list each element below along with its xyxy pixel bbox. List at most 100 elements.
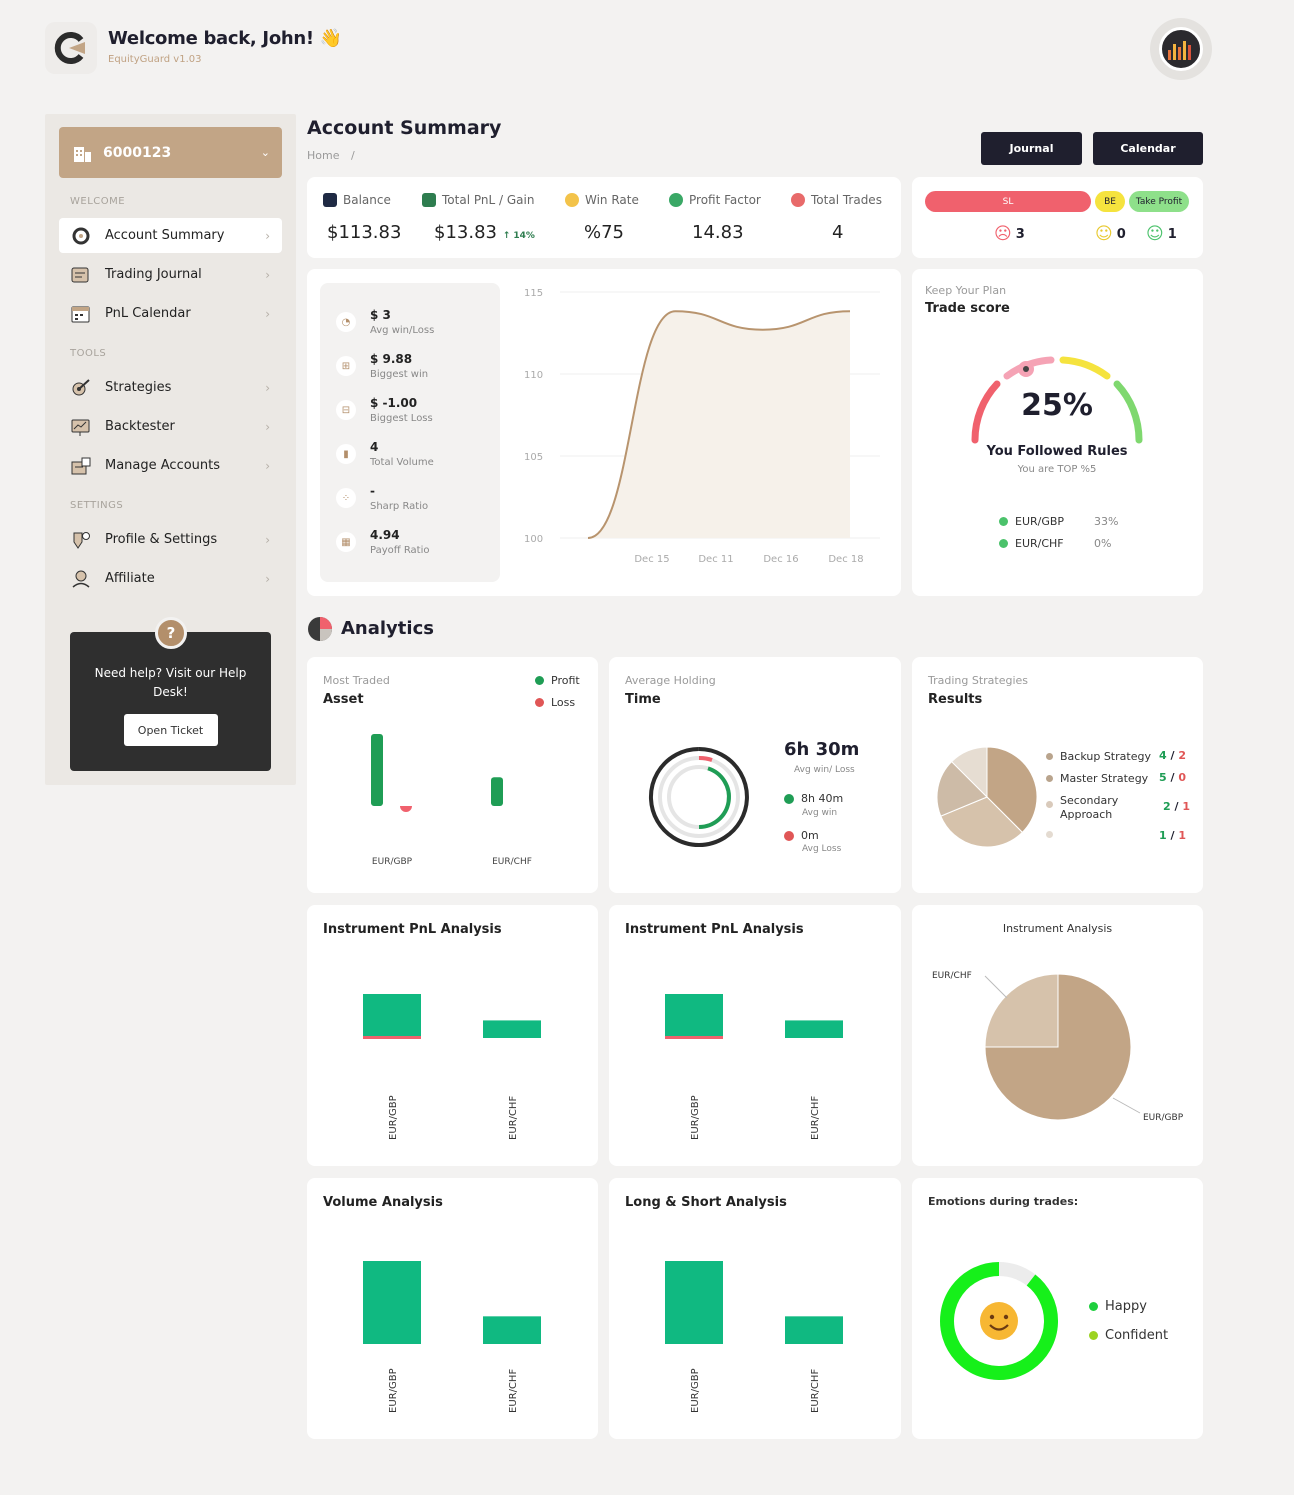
holding-loss-label: Avg Loss [802,844,842,854]
logo-icon [54,32,85,64]
account-summary-icon [69,224,93,248]
avatar[interactable] [1150,18,1212,80]
account-number: 6000123 [103,144,172,161]
loss-bar [400,806,412,812]
backtester-icon [69,415,93,439]
instrument-pnl-card-1 [307,905,598,1166]
most-traded-card [307,657,598,893]
y-tick-label: 115 [524,288,543,299]
volume-bar [363,1261,421,1344]
profit-bar [491,777,503,806]
chevron-right-icon: › [265,458,270,473]
label-leader [1112,1097,1141,1114]
sidebar-item-label: Account Summary [105,228,225,243]
section-tools: TOOLS [70,348,107,359]
mini-stat-payoff: ▦ 4.94 Payoff Ratio [336,528,430,556]
legend-loss: Loss [535,696,575,709]
chevron-right-icon: › [265,571,270,586]
scatter-icon: ⁘ [336,488,356,508]
affiliate-icon [69,567,93,591]
sidebar-item-trading-journal[interactable]: Trading Journal › [59,257,282,292]
chevron-down-icon: ⌄ [260,146,270,159]
sidebar-item-backtester[interactable]: Backtester › [59,409,282,444]
stat-pnl-label: Total PnL / Gain [422,193,534,207]
line-area [588,311,850,538]
sidebar-item-label: Trading Journal [105,267,202,282]
trade-score-title: Keep Your Plan [925,284,1007,297]
breadcrumb-home[interactable]: Home [307,149,340,162]
app-version: EquityGuard v1.03 [108,54,202,65]
instrument-pie-chart: EUR/CHF EUR/GBP [932,971,1184,1123]
x-tick-label: Dec 16 [763,554,798,565]
strategy-row [1046,831,1060,838]
strategy-score: 2 / 1 [1163,800,1190,813]
stats-card [307,177,901,258]
instrument-pnl-title-1: Instrument PnL Analysis [323,922,502,937]
sidebar-item-manage-accounts[interactable]: Manage Accounts › [59,448,282,483]
strategies-subtitle: Results [928,692,983,707]
instrument-pnl-bar-chart-2: EUR/GBP EUR/CHF [665,994,843,1140]
profit-bar [483,1020,541,1038]
chevron-right-icon: › [265,306,270,321]
sidebar-item-label: Strategies [105,380,172,395]
y-tick-label: 110 [524,370,543,381]
trade-score-card [912,269,1203,596]
sidebar-item-affiliate[interactable]: Affiliate › [59,561,282,596]
happy-face-icon: ☺ [1146,224,1164,244]
mini-stat-avg: ◔ $ 3 Avg win/Loss [336,308,434,336]
most-traded-bar-chart: EUR/GBP EUR/CHF [371,734,532,867]
emotions-card [912,1178,1203,1439]
calendar-button[interactable]: Calendar [1093,132,1203,165]
profit-bar [785,1020,843,1038]
x-tick-label: Dec 18 [828,554,863,565]
section-settings: SETTINGS [70,500,124,511]
x-tick-label: Dec 11 [698,554,733,565]
strategy-score: 4 / 2 [1159,749,1186,762]
sad-face-icon: ☹ [994,224,1012,244]
sidebar-item-pnl-calendar[interactable]: PnL Calendar › [59,296,282,331]
mini-stat-biggest-win: ⊞ $ 9.88 Biggest win [336,352,428,380]
pie-slice-eurgbp [984,973,1132,1121]
stat-total-trades-label: Total Trades [791,193,882,207]
chevron-right-icon: › [265,380,270,395]
legend-confident: Confident [1089,1328,1168,1343]
legend-happy: Happy [1089,1299,1147,1314]
wallet-icon [323,193,337,207]
sidebar-item-account-summary[interactable]: Account Summary › [59,218,282,253]
sl-bar: SL [925,191,1091,212]
sidebar-item-label: PnL Calendar [105,306,191,321]
volume-bar [785,1316,843,1344]
balance-series-line [587,310,851,539]
strategies-title: Trading Strategies [928,674,1029,687]
volume-title: Volume Analysis [323,1195,443,1210]
volume-bar-chart: EUR/GBP EUR/CHF [363,1261,541,1413]
chevron-right-icon: › [265,267,270,282]
balance-line-chart: 100 105 110 115 Dec 15 Dec 11 Dec 16 Dec 18 [524,288,880,565]
tp-bar: Take Profit [1129,191,1189,212]
sidebar-item-profile-settings[interactable]: Profile & Settings › [59,522,282,557]
most-traded-subtitle: Asset [323,692,364,707]
stat-balance-label: Balance [323,193,391,207]
label-leader [984,975,1008,999]
journal-icon [69,263,93,287]
account-selector[interactable]: 6000123 ⌄ [59,127,282,178]
journal-button[interactable]: Journal [981,132,1082,165]
x-tick-label: EUR/GBP [372,857,413,867]
volume-bar [483,1316,541,1344]
sidebar-item-strategies[interactable]: Strategies › [59,370,282,405]
stat-pnl-value: $13.83 ↑ 14% [434,222,535,243]
strategy-row: Backup Strategy [1046,750,1151,763]
holding-win-label: Avg win [802,808,838,818]
pie-slice [950,746,988,799]
breadcrumb: Home / [307,149,355,162]
long-short-bar-chart: EUR/GBP EUR/CHF [665,1261,843,1413]
holding-win: 8h 40m [784,792,843,805]
calculator-icon: ▦ [336,532,356,552]
pie-icon: ◔ [336,312,356,332]
help-card: Need help? Visit our Help Desk! Open Tic… [70,632,271,771]
building-icon [74,146,91,162]
neutral-face-icon: ☺ [1095,224,1113,244]
open-ticket-button[interactable]: Open Ticket [123,714,218,746]
analytics-pie-icon [308,617,332,641]
holding-subtitle: Time [625,692,661,707]
